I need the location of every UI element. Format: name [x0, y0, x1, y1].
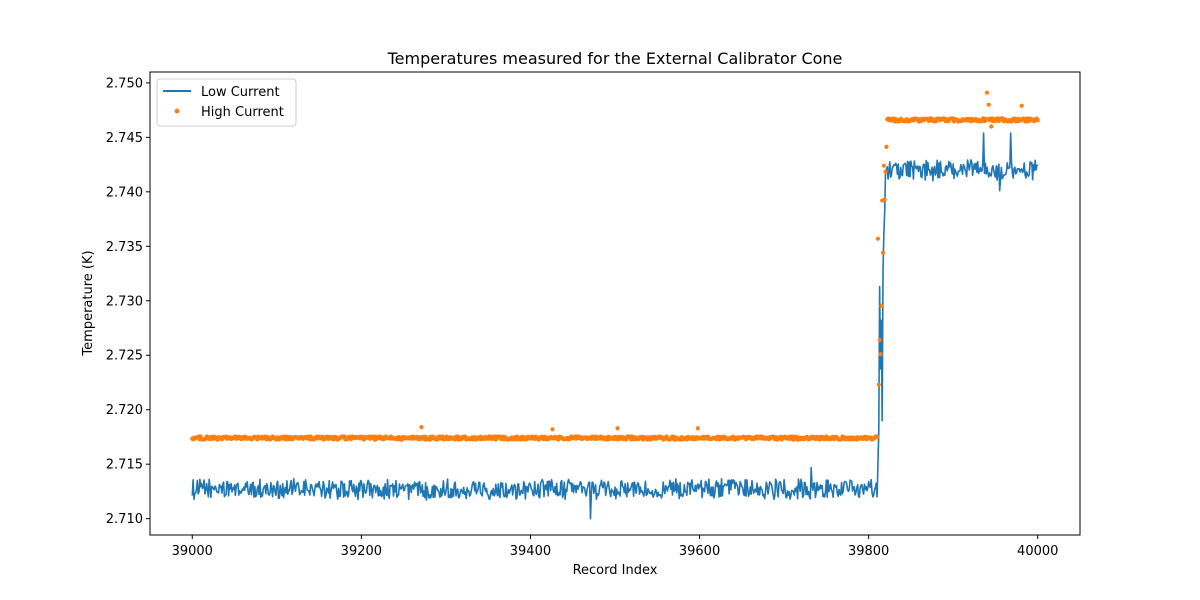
y-tick-label: 2.740 [106, 185, 143, 200]
x-tick-label: 40000 [1017, 544, 1058, 559]
scatter-point [1019, 103, 1024, 108]
y-axis: 2.710 2.715 2.720 2.725 2.730 2.735 2.740 2.745… [106, 76, 150, 527]
scatter-point [883, 169, 888, 174]
legend: Low Current High Current [156, 78, 297, 127]
series-line-low-current [191, 132, 1039, 520]
scatter-point [882, 197, 887, 202]
x-axis-label: Record Index [573, 563, 658, 578]
plot-border [149, 71, 1081, 536]
y-tick-label: 2.745 [106, 131, 143, 146]
y-tick-label: 2.730 [106, 294, 143, 309]
scatter-point [874, 434, 880, 439]
chart-title: Temperatures measured for the External C… [387, 49, 843, 68]
y-tick-label: 2.725 [106, 349, 143, 364]
plot-area [149, 71, 1081, 536]
plot-background [150, 72, 1080, 535]
scatter-point [615, 426, 620, 431]
scatter-point [884, 144, 889, 149]
x-tick-label: 39000 [172, 544, 213, 559]
legend-label-high-current: High Current [201, 105, 284, 120]
scatter-point [879, 303, 884, 308]
legend-label-low-current: Low Current [201, 85, 280, 100]
scatter-point [880, 250, 886, 255]
scatter-point [1035, 118, 1040, 123]
scatter-point [984, 90, 990, 95]
legend-marker-high-current [174, 108, 180, 114]
scatter-point [986, 102, 991, 107]
y-tick-label: 2.715 [106, 458, 143, 473]
x-tick-label: 39600 [679, 544, 720, 559]
scatter-point [989, 124, 994, 129]
scatter-point [419, 425, 424, 430]
scatter-point [695, 426, 700, 431]
legend-box [156, 78, 297, 127]
y-tick-label: 2.750 [106, 76, 143, 91]
scatter-point [550, 427, 555, 432]
x-tick-label: 39800 [848, 544, 889, 559]
x-axis: 39000 39200 39400 39600 39800 40000 [172, 535, 1058, 559]
series-scatter-high-current [190, 90, 1040, 442]
scatter-point [878, 352, 883, 357]
scatter-point [877, 337, 882, 343]
y-tick-label: 2.710 [106, 512, 143, 527]
y-tick-label: 2.735 [106, 240, 143, 255]
y-tick-label: 2.720 [106, 403, 143, 418]
series-layer [190, 90, 1040, 520]
scatter-point [875, 236, 881, 241]
x-tick-label: 39400 [510, 544, 551, 559]
x-tick-label: 39200 [341, 544, 382, 559]
scatter-point [876, 382, 881, 387]
y-axis-label: Temperature (K) [81, 250, 96, 356]
scatter-point [881, 163, 886, 168]
